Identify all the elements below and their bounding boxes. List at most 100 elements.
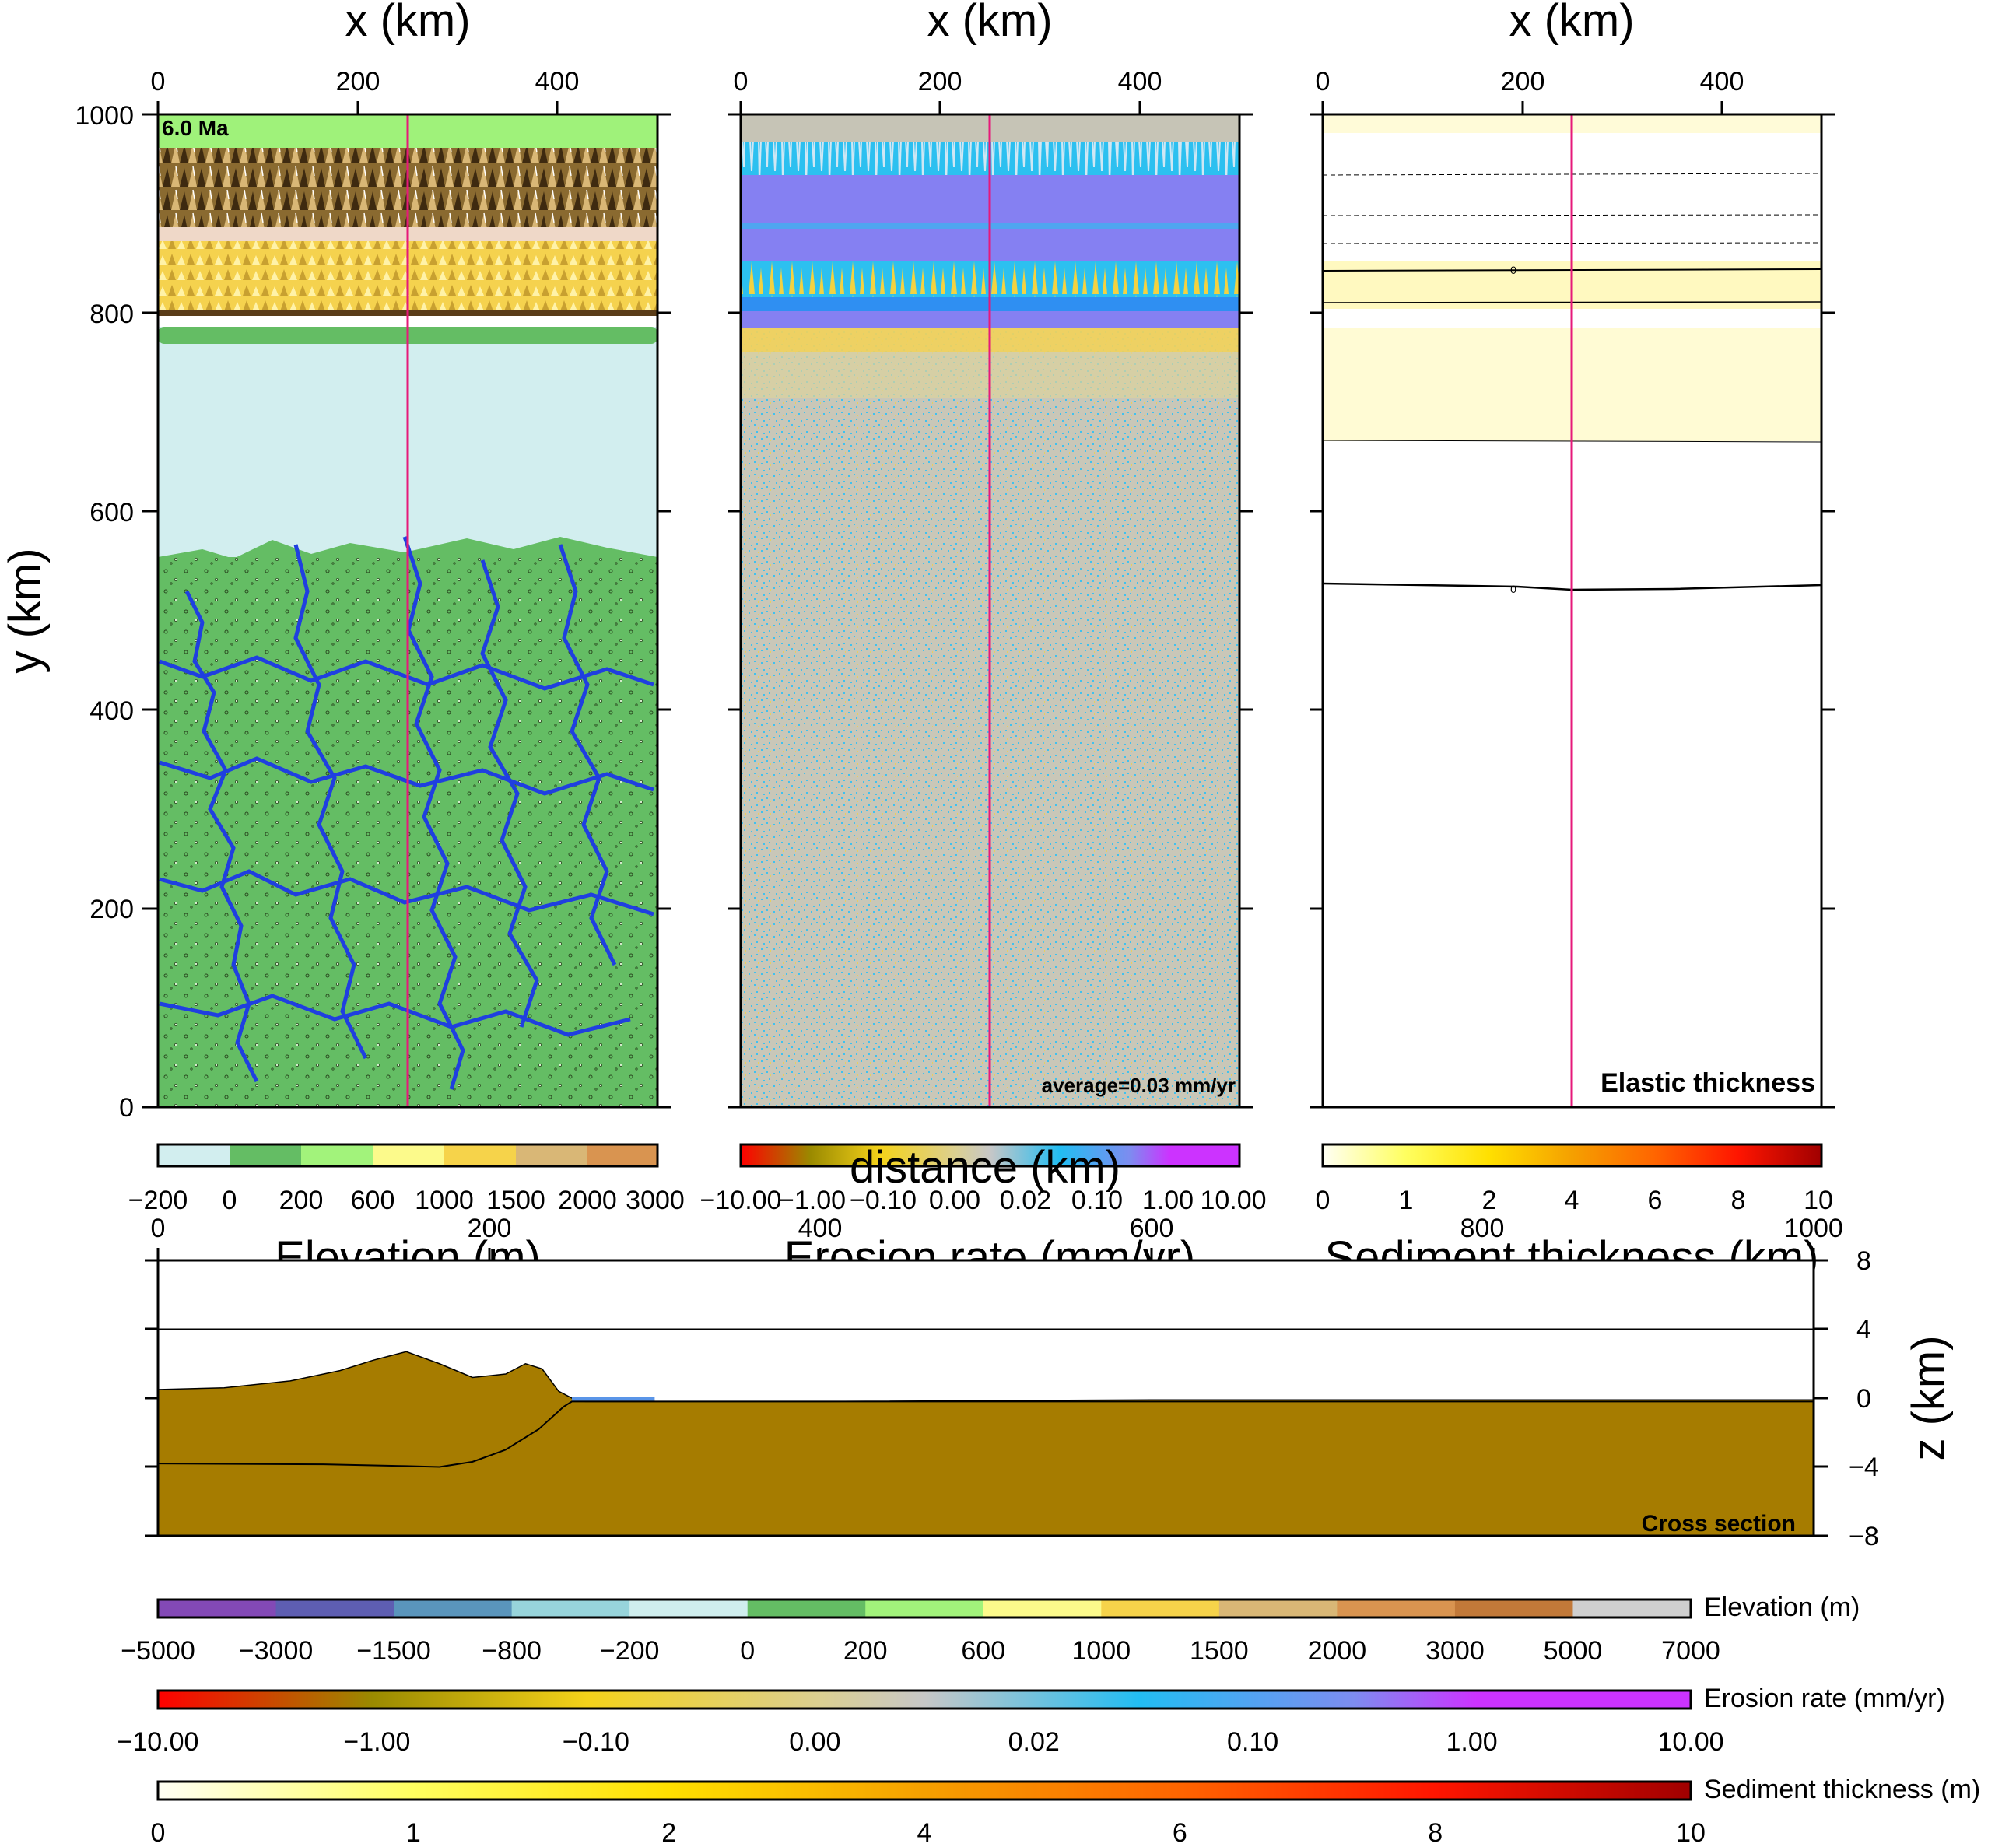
x-tick-label: 1000 <box>1784 1214 1843 1243</box>
colorbar-segment <box>1454 1600 1573 1617</box>
colorbar-tick-label: 0 <box>1316 1186 1331 1215</box>
contour-label: 0 <box>1510 264 1516 276</box>
contour-label: 0 <box>1510 583 1516 595</box>
colorbar-tick-label: −200 <box>600 1636 660 1666</box>
colorbar-tick-label: −10.00 <box>700 1186 782 1215</box>
average-annotation: average=0.03 mm/yr <box>1042 1074 1236 1097</box>
colorbar-tick-label: −3000 <box>239 1636 314 1666</box>
x-tick-label: 0 <box>151 67 166 96</box>
section-ticks <box>145 1248 1828 1537</box>
colorbar-tick-label: −1500 <box>356 1636 431 1666</box>
y-tick-label: 0 <box>119 1093 134 1123</box>
colorbar-tick-label: −200 <box>128 1186 188 1215</box>
y-tick-label: 400 <box>89 696 134 726</box>
colorbar-tick-label: 6 <box>1173 1818 1187 1847</box>
colorbar-tick-label: 4 <box>1565 1186 1579 1215</box>
colorbar-tick-label: 2 <box>661 1818 676 1847</box>
colorbar-tick-label: 1.00 <box>1142 1186 1194 1215</box>
colorbar-tick-label: 0 <box>151 1818 166 1847</box>
zone-coastal-fringe <box>158 537 657 559</box>
colorbar-tick-label: 2000 <box>558 1186 617 1215</box>
colorbar-tick-label: −0.10 <box>563 1727 629 1757</box>
x-axis-title: x (km) <box>927 0 1052 46</box>
section-layer-boundary <box>157 1400 1814 1468</box>
colorbar-title: Sediment thickness (m) <box>1704 1775 1980 1804</box>
colorbar-segment <box>1572 1600 1692 1617</box>
colorbar-tick-label: 200 <box>843 1636 888 1666</box>
colorbar-tick-label: 2 <box>1482 1186 1497 1215</box>
y-tick-labels: 0 200 400 600 800 1000 <box>75 101 134 1123</box>
colorbar-tick-label: −1.00 <box>779 1186 846 1215</box>
colorbar-tick-label: 0.00 <box>789 1727 840 1757</box>
colorbar-segment <box>983 1600 1102 1617</box>
y-axis-title: y (km) <box>0 548 51 673</box>
x-axis-title: x (km) <box>345 0 470 46</box>
cross-section-panel: Cross section distance (km) z (km) 0 200… <box>145 1142 1954 1551</box>
x-tick-label: 200 <box>336 67 380 96</box>
x-tick-label: 600 <box>1130 1214 1174 1243</box>
colorbar-tick-label: 0.00 <box>929 1186 980 1215</box>
elevation-colorbar: Elevation (m) −5000 −3000 −1500 −800 −200 0 20… <box>121 1593 1860 1666</box>
colorbar-tick-label: 1000 <box>1071 1636 1131 1666</box>
x-tick-label: 200 <box>468 1214 512 1243</box>
colorbar-segment <box>865 1600 984 1617</box>
x-tick-labels: 0 200 400 <box>734 67 1162 96</box>
section-water <box>572 1397 655 1402</box>
x-tick-label: 200 <box>918 67 962 96</box>
colorbar-tick-label: 0 <box>223 1186 237 1215</box>
colorbar-title: Elevation (m) <box>1704 1593 1860 1622</box>
x-tick-label: 400 <box>1118 67 1162 96</box>
colorbar-tick-label: 0.02 <box>1000 1186 1051 1215</box>
z-tick-label: 0 <box>1856 1384 1871 1414</box>
map-frame <box>1321 113 1823 1109</box>
elevation-map-panel: 6.0 Ma x (km) y (km) 0 200 400 0 200 400… <box>0 0 685 1283</box>
colorbar-segment <box>275 1600 394 1617</box>
y-tick-label: 1000 <box>75 101 134 131</box>
colorbar-tick-label: −5000 <box>121 1636 195 1666</box>
z-axis-title: z (km) <box>1903 1335 1954 1460</box>
map-ticks <box>142 101 671 1109</box>
x-tick-labels: 0 200 400 <box>1316 67 1744 96</box>
colorbar-tick-label: 8 <box>1428 1818 1443 1847</box>
elastic-thickness-label: Elastic thickness <box>1601 1068 1815 1098</box>
colorbar-tick-label: −0.10 <box>850 1186 917 1215</box>
map-frame <box>156 113 659 1109</box>
x-tick-label: 0 <box>1316 67 1331 96</box>
colorbar-tick-label: 4 <box>917 1818 932 1847</box>
z-tick-label: −4 <box>1849 1453 1879 1482</box>
z-tick-labels: 8 4 0 −4 −8 <box>1849 1246 1879 1551</box>
colorbar-tick-label: 10 <box>1804 1186 1833 1215</box>
colorbar-tick-label: 2000 <box>1308 1636 1367 1666</box>
colorbar-tick-label: 1000 <box>415 1186 474 1215</box>
x-tick-label: 400 <box>1700 67 1744 96</box>
z-tick-label: −8 <box>1849 1522 1879 1551</box>
colorbar-tick-label: −10.00 <box>117 1727 199 1757</box>
colorbar-segment <box>511 1600 630 1617</box>
erosion-colorbar-small: −10.00 −1.00 −0.10 0.00 0.02 0.10 1.00 1… <box>700 1143 1267 1283</box>
time-label: 6.0 Ma <box>162 116 229 140</box>
sediment-colorbar: Sediment thickness (m) 0 1 2 4 6 8 10 <box>151 1775 1981 1847</box>
x-tick-labels: 0 200 400 <box>151 67 580 96</box>
colorbar-tick-label: 0.02 <box>1008 1727 1060 1757</box>
x-tick-label: 400 <box>535 67 580 96</box>
colorbar-tick-label: −800 <box>482 1636 542 1666</box>
colorbar-tick-label: 1500 <box>1190 1636 1249 1666</box>
colorbar-segment <box>629 1600 749 1617</box>
colorbar-title: Erosion rate (mm/yr) <box>1704 1684 1945 1713</box>
colorbar-tick-label: 1.00 <box>1446 1727 1497 1757</box>
sediment-map-panel: 0 0 Elastic thickness x (km) 0 200 400 0… <box>1310 0 1835 1283</box>
map-ticks <box>1310 101 1835 1109</box>
map-ticks <box>728 101 1253 1109</box>
colorbar-tick-label: 8 <box>1731 1186 1746 1215</box>
colorbar-tick-label: 6 <box>1648 1186 1663 1215</box>
colorbar-tick-label: 1 <box>1399 1186 1414 1215</box>
y-tick-label: 600 <box>89 498 134 527</box>
colorbar-tick-label: 3000 <box>1425 1636 1485 1666</box>
colorbar-tick-label: 0 <box>740 1636 755 1666</box>
erosion-map-panel: average=0.03 mm/yr x (km) 0 200 400 −10.… <box>700 0 1267 1283</box>
colorbar-tick-label: 7000 <box>1661 1636 1720 1666</box>
x-tick-labels: 0 200 400 600 800 1000 <box>151 1214 1843 1243</box>
z-tick-label: 4 <box>1856 1315 1871 1344</box>
colorbar-tick-label: 200 <box>279 1186 324 1215</box>
